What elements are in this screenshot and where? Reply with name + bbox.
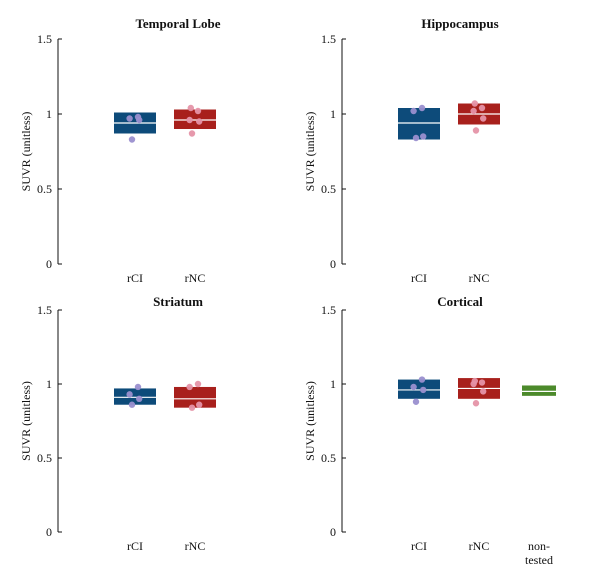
- box-non-tested: [522, 385, 556, 396]
- data-point: [186, 383, 193, 391]
- y-tick-label: 0: [46, 257, 52, 271]
- panel-4: Cortical 0 0.5 1 1.5 SUVR (unitless) rCI rNC non…: [303, 294, 556, 567]
- data-point: [420, 386, 427, 394]
- y-tick-label: 0: [46, 525, 52, 539]
- data-point: [478, 379, 486, 386]
- data-point: [188, 404, 196, 411]
- x-tick-label: rCI: [127, 271, 143, 285]
- box-rci: [398, 108, 440, 140]
- data-point: [420, 133, 427, 140]
- x-tick-label: rNC: [185, 539, 206, 553]
- x-tick-label: rCI: [127, 539, 143, 553]
- y-axis-title: SUVR (unitless): [19, 381, 33, 461]
- x-tick-label: non-tested: [525, 539, 553, 567]
- data-point: [410, 383, 417, 391]
- y-tick-label: 0.5: [321, 451, 336, 465]
- data-point: [196, 118, 203, 125]
- box-rci: [114, 388, 156, 405]
- data-point: [472, 127, 480, 134]
- panel-title: Temporal Lobe: [135, 16, 220, 31]
- data-point: [471, 377, 478, 385]
- data-point: [418, 376, 426, 383]
- data-point: [126, 115, 133, 122]
- y-tick-label: 1: [330, 377, 336, 391]
- x-tick-label: rNC: [469, 539, 490, 553]
- data-point: [196, 401, 203, 408]
- y-tick-label: 1.5: [37, 303, 52, 317]
- data-point: [188, 130, 196, 137]
- data-point: [471, 100, 478, 107]
- y-tick-label: 1.5: [321, 303, 336, 317]
- y-tick-label: 1: [46, 107, 52, 121]
- y-axis-title: SUVR (unitless): [19, 112, 33, 192]
- data-point: [186, 116, 193, 124]
- data-point: [128, 136, 136, 143]
- panel-1: Temporal Lobe 0 0.5 1 1.5 SUVR (unitless) rCI r…: [19, 16, 221, 285]
- panel-title: Hippocampus: [421, 16, 498, 31]
- data-point: [194, 107, 202, 115]
- x-tick-label: rNC: [185, 271, 206, 285]
- data-point: [194, 380, 202, 388]
- data-point: [187, 104, 194, 112]
- x-tick-label: rCI: [411, 271, 427, 285]
- y-tick-label: 0: [330, 525, 336, 539]
- panel-title: Cortical: [437, 294, 483, 309]
- y-tick-label: 0.5: [37, 451, 52, 465]
- panel-3: Striatum 0 0.5 1 1.5 SUVR (unitless) rCI rNC: [19, 294, 216, 553]
- data-point: [136, 395, 143, 402]
- data-point: [480, 388, 487, 395]
- panel-title: Striatum: [153, 294, 203, 309]
- data-point: [134, 383, 142, 391]
- box-rci: [398, 379, 440, 399]
- data-point: [134, 113, 142, 121]
- y-tick-label: 0: [330, 257, 336, 271]
- data-point: [472, 400, 480, 407]
- box-rnc: [174, 109, 216, 129]
- data-point: [412, 398, 420, 405]
- data-point: [126, 391, 133, 398]
- y-tick-label: 1: [330, 107, 336, 121]
- y-axis-title: SUVR (unitless): [303, 381, 317, 461]
- x-tick-label: rNC: [469, 271, 490, 285]
- x-tick-label: rCI: [411, 539, 427, 553]
- y-tick-label: 1.5: [37, 32, 52, 46]
- data-point: [418, 104, 426, 112]
- y-axis-title: SUVR (unitless): [303, 112, 317, 192]
- y-tick-label: 1: [46, 377, 52, 391]
- data-point: [480, 115, 487, 122]
- data-point: [470, 107, 477, 115]
- data-point: [410, 107, 417, 115]
- box-rnc: [174, 386, 216, 408]
- y-tick-label: 1.5: [321, 32, 336, 46]
- data-point: [412, 134, 420, 142]
- panel-2: Hippocampus 0 0.5 1 1.5 SUVR (unitless) rCI rNC: [303, 16, 500, 285]
- data-point: [128, 401, 136, 408]
- y-tick-label: 0.5: [37, 182, 52, 196]
- data-point: [478, 104, 486, 112]
- y-tick-label: 0.5: [321, 182, 336, 196]
